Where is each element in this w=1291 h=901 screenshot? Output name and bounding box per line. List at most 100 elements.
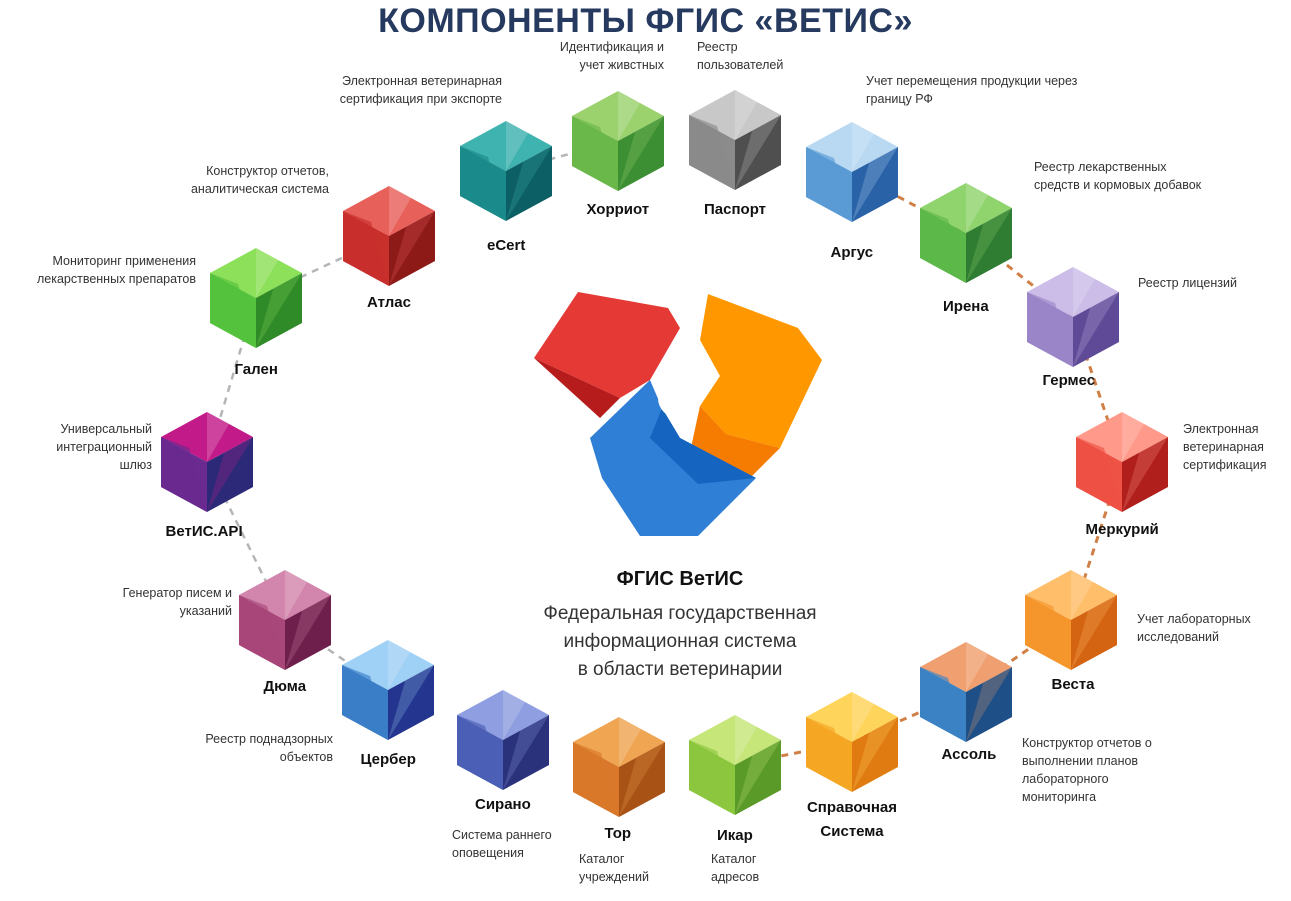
description-line: учет живстных	[579, 58, 664, 72]
component-name: Ирена	[943, 298, 989, 315]
description-line: средств и кормовых добавок	[1034, 178, 1202, 192]
component-cube	[918, 181, 1014, 285]
component-description: Каталог учреждений	[579, 850, 789, 886]
description-line: Мониторинг применения	[52, 254, 196, 268]
component-description: Реестр лекарственных средств и кормовых д…	[1034, 158, 1244, 194]
component-description: Реестр поднадзорных объектов	[123, 730, 333, 766]
cube-icon	[161, 412, 253, 512]
description-line: Конструктор отчетов о	[1022, 736, 1152, 750]
component-cube	[804, 120, 900, 224]
description-line: учреждений	[579, 870, 650, 884]
logo-blue-shade	[650, 408, 756, 484]
description-line: адресов	[711, 870, 760, 884]
description-line: Электронная	[1183, 422, 1259, 436]
component-description: Каталог адресов	[711, 850, 921, 886]
logo-center-hole	[658, 378, 698, 418]
description-line: интеграционный	[56, 440, 152, 454]
cube-icon	[342, 640, 434, 740]
center-subtitle-line: в области ветеринарии	[577, 659, 783, 680]
component-name: Тор	[604, 825, 632, 842]
component-description: Реестр лицензий	[1138, 274, 1291, 292]
vetis-logo	[534, 292, 822, 536]
description-line: Учет перемещения продукции через	[866, 74, 1078, 88]
component-description: Идентификация и учет живстных	[454, 38, 664, 74]
component-name: Веста	[1051, 676, 1095, 693]
component-cube	[571, 715, 667, 819]
component-cube	[455, 688, 551, 792]
component-description: Реестр пользователей	[697, 38, 907, 74]
component-cube	[1023, 568, 1119, 672]
component-description: Электронная ветеринарная сертификация при…	[292, 72, 502, 108]
description-line: исследований	[1137, 630, 1220, 644]
component-description: Учет лабораторных исследований	[1137, 610, 1291, 646]
description-line: границу РФ	[866, 92, 933, 106]
description-line: Конструктор отчетов,	[206, 164, 329, 178]
logo-red-shade	[534, 358, 620, 418]
page-title: КОМПОНЕНТЫ ФГИС «ВЕТИС»	[378, 2, 913, 40]
description-line: указаний	[179, 604, 232, 618]
cube-icon	[689, 90, 781, 190]
description-line: Реестр поднадзорных	[205, 732, 333, 746]
component-description: Учет перемещения продукции через границу …	[866, 72, 1078, 108]
component-cube	[208, 246, 304, 350]
component-cube	[458, 119, 554, 223]
center-subtitle: Федеральная государственная информационн…	[480, 600, 880, 684]
cube-icon	[920, 183, 1012, 283]
component-cube	[804, 690, 900, 794]
component-name: Аргус	[830, 244, 874, 261]
description-line: Идентификация и	[559, 40, 664, 54]
cube-icon	[210, 248, 302, 348]
component-cube	[570, 89, 666, 193]
cube-icon	[573, 717, 665, 817]
cube-icon	[1025, 570, 1117, 670]
description-line: Учет лабораторных	[1137, 612, 1251, 626]
component-name: eCert	[487, 237, 526, 254]
component-description: Мониторинг применения лекарственных препа…	[0, 252, 196, 288]
center-subtitle-line: информационная система	[563, 631, 797, 652]
cube-icon	[806, 122, 898, 222]
component-name: Ассоль	[941, 746, 997, 763]
description-line: Реестр	[697, 40, 738, 54]
component-description: Универсальный интеграционный шлюз	[0, 420, 152, 474]
component-description: Электронная ветеринарная сертификация	[1183, 420, 1291, 474]
description-line: выполнении планов	[1022, 754, 1139, 768]
description-line: Реестр лекарственных	[1034, 160, 1167, 174]
description-line: оповещения	[452, 846, 524, 860]
logo-orange-segment	[700, 294, 822, 448]
component-description: Система раннего оповещения	[452, 826, 662, 862]
component-name: Гален	[234, 361, 278, 378]
component-cube	[687, 88, 783, 192]
component-cube	[340, 638, 436, 742]
cube-icon	[1027, 267, 1119, 367]
component-cube	[1074, 410, 1170, 514]
component-cube	[687, 713, 783, 817]
connector-line	[965, 231, 1074, 319]
cube-icon	[239, 570, 331, 670]
description-line: Реестр лицензий	[1138, 276, 1237, 290]
description-line: лабораторного	[1022, 772, 1109, 786]
description-line: шлюз	[119, 458, 152, 472]
component-cube	[918, 640, 1014, 744]
component-name: Икар	[717, 827, 753, 844]
description-line: Каталог	[711, 852, 757, 866]
description-line: лекарственных препаратов	[36, 272, 196, 286]
component-cube	[237, 568, 333, 672]
component-description: Конструктор отчетов о выполнении планов ла…	[1022, 734, 1232, 806]
description-line: ветеринарная	[1183, 440, 1264, 454]
description-line: мониторинга	[1022, 790, 1097, 804]
cube-icon	[572, 91, 664, 191]
component-name: Паспорт	[704, 201, 766, 218]
description-line: Универсальный	[60, 422, 152, 436]
center-title: ФГИС ВетИС	[616, 568, 744, 590]
cube-icon	[460, 121, 552, 221]
component-cube	[159, 410, 255, 514]
description-line: сертификация при экспорте	[339, 92, 502, 106]
component-name: Дюма	[263, 678, 307, 695]
component-name: Атлас	[367, 294, 411, 311]
description-line: объектов	[279, 750, 333, 764]
description-line: сертификация	[1183, 458, 1267, 472]
component-name: Справочная Система	[806, 799, 898, 840]
description-line: Электронная ветеринарная	[342, 74, 502, 88]
cube-icon	[1076, 412, 1168, 512]
component-name: Сирано	[475, 796, 531, 813]
